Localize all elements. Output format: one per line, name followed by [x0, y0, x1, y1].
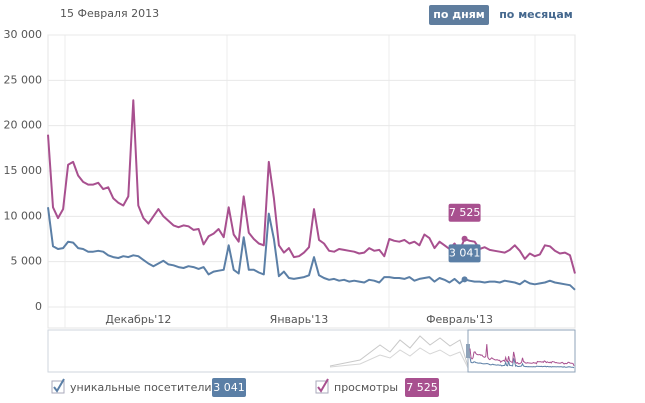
legend-check: [53, 378, 65, 393]
navigator[interactable]: [47, 329, 576, 373]
value-tag-label: 7 525: [449, 206, 481, 219]
x-tick-label: Январь'13: [270, 313, 329, 326]
series-line: [47, 99, 576, 274]
by-month-button[interactable]: по месяцам: [499, 8, 573, 21]
value-tag-label: 3 041: [449, 246, 481, 259]
navigator-history: [329, 347, 469, 369]
navigator-handle[interactable]: [466, 344, 470, 358]
legend-value-tag: [405, 378, 439, 397]
legend-label: уникальные посетители: [70, 381, 212, 394]
date-label: 15 Февраля 2013: [60, 7, 159, 20]
y-tick-label: 10 000: [4, 209, 43, 222]
y-tick-label: 20 000: [4, 119, 43, 132]
value-tag: [448, 244, 481, 263]
month-separators: [64, 35, 536, 328]
y-tick-label: 5 000: [11, 255, 43, 268]
legend-value: 7 525: [406, 381, 438, 394]
legend-check: [317, 378, 329, 393]
series-line: [47, 207, 576, 291]
y-tick-label: 0: [35, 300, 42, 313]
by-day-label[interactable]: по дням: [433, 8, 485, 21]
navigator-line: [469, 344, 575, 366]
navigator-history: [329, 335, 469, 367]
by-day-button[interactable]: [429, 5, 489, 25]
x-tick-label: Февраль'13: [426, 313, 493, 326]
legend-value-tag: [212, 378, 246, 397]
value-tag: [448, 203, 481, 222]
highlight-point: [461, 276, 468, 283]
x-tick-label: Декабрь'12: [105, 313, 171, 326]
y-tick-label: 25 000: [4, 73, 43, 86]
y-tick-label: 30 000: [4, 28, 43, 41]
y-tick-label: 15 000: [4, 164, 43, 177]
plot-area: [47, 34, 576, 329]
navigator-line: [469, 357, 575, 369]
legend-label: просмотры: [334, 381, 398, 394]
legend-value: 3 041: [213, 381, 245, 394]
highlight-point: [461, 235, 468, 242]
